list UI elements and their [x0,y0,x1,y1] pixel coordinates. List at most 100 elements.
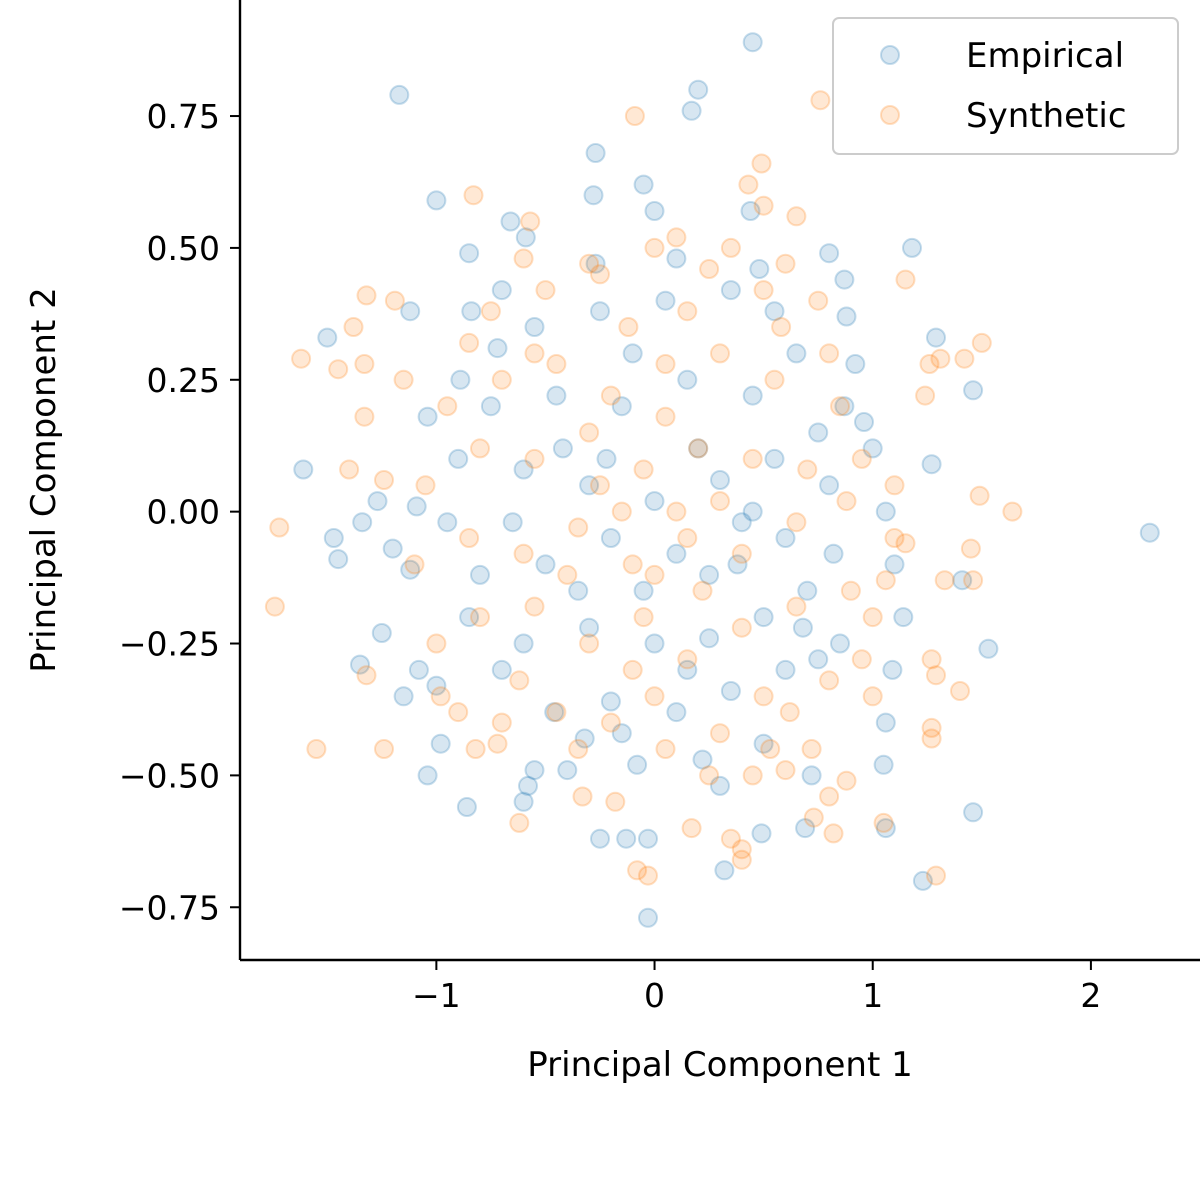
data-point [579,253,600,274]
data-point [574,728,595,749]
legend-marker-synthetic [880,105,900,125]
data-point [600,712,621,733]
data-point [775,253,796,274]
x-tick-label: −1 [412,976,461,1015]
x-tick-label: 0 [644,976,665,1015]
data-point [546,354,567,374]
data-point [666,248,687,269]
data-point [699,259,720,279]
data-point [786,512,807,533]
data-point [801,765,822,786]
data-point [819,670,840,691]
data-point [417,765,438,786]
data-point [710,491,730,512]
data-point [393,686,414,707]
data-point [677,369,698,390]
data-point [406,496,427,517]
data-point [557,760,578,781]
data-point [742,385,763,406]
data-point [731,617,752,638]
data-point [688,79,709,100]
data-point [963,802,984,823]
data-point [367,491,388,512]
data-point [644,237,665,258]
data-point [426,190,447,211]
data-point [921,649,942,670]
data-point [797,580,818,601]
data-point [590,264,610,285]
data-point [775,659,796,680]
data-point [731,512,752,533]
data-point [356,665,377,686]
data-point [557,564,578,585]
y-tick-label: −0.25 [119,625,220,664]
data-point [873,812,894,833]
x-tick-label: 2 [1080,976,1101,1015]
x-axis-label: Principal Component 1 [527,1045,913,1085]
data-point [293,459,314,480]
data-point [819,243,840,264]
data-point [627,860,648,881]
data-point [740,201,761,221]
data-point [760,739,781,759]
data-point [834,396,855,417]
data-point [819,475,840,496]
data-point [585,143,606,163]
data-point [960,538,981,559]
data-point [568,580,589,601]
data-point [884,554,905,575]
data-point [437,396,458,417]
data-point [1002,501,1023,522]
legend-label-synthetic: Synthetic [966,96,1127,136]
data-point [487,338,508,359]
data-point [692,580,713,601]
data-point [753,686,774,707]
data-point [585,253,606,274]
data-point [518,775,538,796]
data-point [491,712,512,733]
data-point [969,485,990,506]
data-point [426,633,447,654]
data-point [328,549,349,570]
data-point [926,327,946,348]
data-point [810,90,831,111]
data-point [808,290,829,311]
data-point [749,259,770,279]
data-point [895,269,916,290]
data-point [480,301,501,322]
data-point [666,501,687,522]
data-point [568,739,589,759]
data-point [583,185,604,206]
data-point [393,369,414,390]
data-point [644,201,665,221]
data-point [384,290,405,311]
data-point [666,227,687,248]
data-point [978,638,999,659]
data-point [456,797,477,817]
data-point [681,818,702,839]
data-point [742,501,763,522]
data-point [963,570,984,591]
data-point [513,543,534,564]
data-point [710,343,730,364]
data-point [742,765,763,786]
data-point [753,607,774,628]
data-point [291,348,312,369]
data-point [688,438,709,459]
legend: Empirical Synthetic [832,17,1179,155]
data-point [775,528,796,548]
data-point [753,280,774,301]
y-tick-label: 0.50 [147,229,220,268]
data-point [600,385,621,406]
data-point [644,633,665,654]
data-point [751,153,772,174]
data-point [323,528,344,548]
data-point [655,354,676,374]
data-point [524,317,545,337]
data-point [611,723,632,744]
data-point [487,733,508,754]
data-point [430,733,451,754]
data-point [437,512,458,533]
data-point [655,739,676,759]
x-tick-label: 1 [862,976,883,1015]
